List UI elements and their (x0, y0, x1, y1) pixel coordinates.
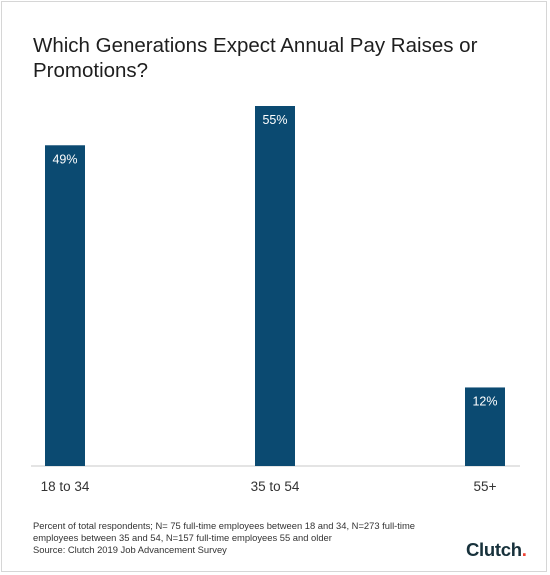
data-label-3: 12% (472, 394, 497, 408)
footnote-line-2: employees between 35 and 54, N=157 full-… (33, 532, 332, 543)
clutch-logo: Clutch. (466, 539, 527, 561)
logo-dot: . (521, 539, 527, 560)
chart-title: Which Generations Expect Annual Pay Rais… (33, 34, 478, 82)
bar-1 (45, 145, 85, 467)
bar-2 (255, 106, 295, 466)
chart-footnote: Percent of total respondents; N= 75 full… (33, 520, 453, 556)
bar-3 (465, 387, 505, 466)
logo-text: Clutch (466, 539, 522, 560)
data-label-1: 49% (52, 152, 77, 166)
footnote-line-1: Percent of total respondents; N= 75 full… (33, 520, 415, 531)
data-label-2: 55% (262, 113, 287, 127)
x-tick-label-2: 35 to 54 (251, 479, 300, 494)
x-tick-label-3: 55+ (474, 479, 497, 494)
footnote-source: Source: Clutch 2019 Job Advancement Surv… (33, 544, 227, 555)
x-tick-label-1: 18 to 34 (41, 479, 90, 494)
